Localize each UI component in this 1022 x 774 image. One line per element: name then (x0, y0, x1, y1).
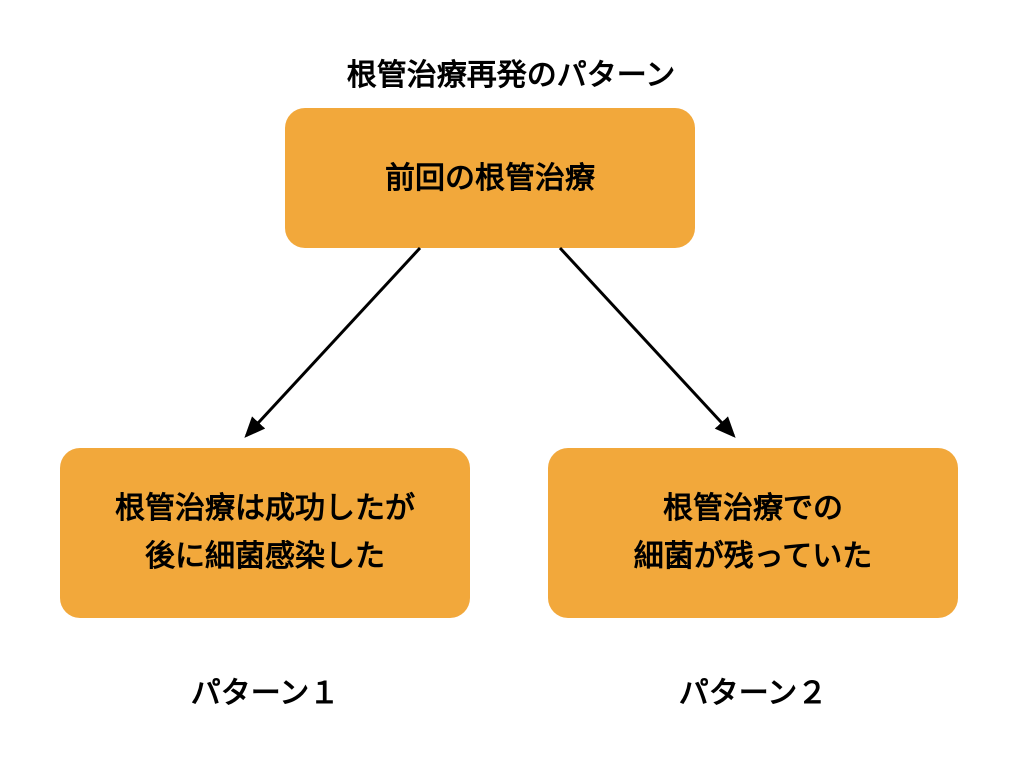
node-pattern1: 根管治療は成功したが 後に細菌感染した (60, 448, 470, 618)
caption-pattern-2: パターン２ (548, 668, 958, 712)
node-pattern1-line-0: 根管治療は成功したが (115, 485, 415, 533)
node-pattern2-line-1: 細菌が残っていた (634, 533, 873, 581)
diagram-title: 根管治療再発のパターン (0, 50, 1022, 94)
edge-root-to-pattern1 (246, 248, 420, 436)
node-root-line-0: 前回の根管治療 (385, 156, 595, 201)
node-root: 前回の根管治療 (285, 108, 695, 248)
edge-root-to-pattern2 (560, 248, 734, 436)
node-pattern2-line-0: 根管治療での (663, 485, 843, 533)
node-pattern2: 根管治療での 細菌が残っていた (548, 448, 958, 618)
caption-pattern-1: パターン１ (60, 668, 470, 712)
node-pattern1-line-1: 後に細菌感染した (145, 533, 385, 581)
